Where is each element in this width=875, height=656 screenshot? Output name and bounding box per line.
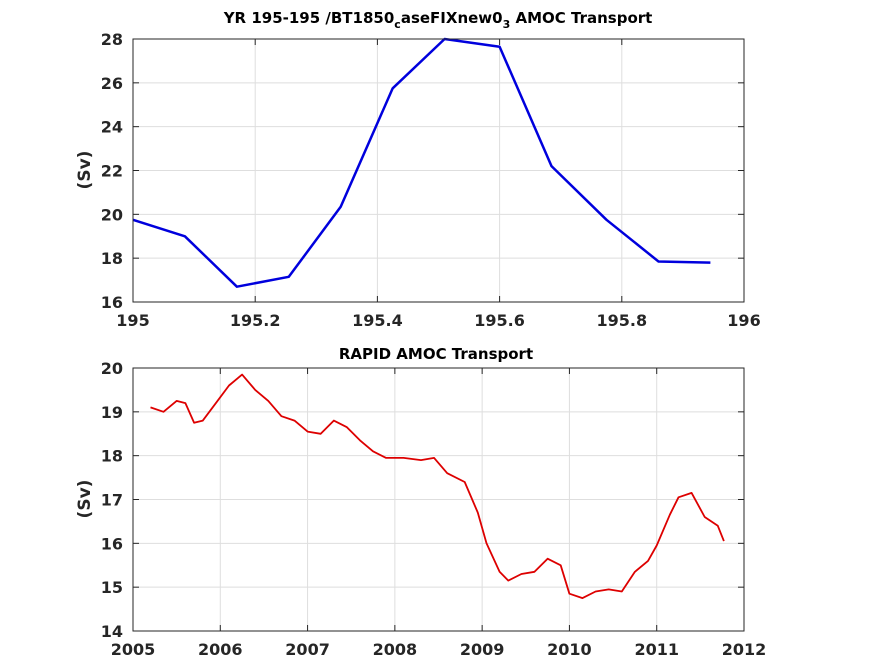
y-tick-label: 17: [101, 491, 123, 510]
rapid-amoc-panel: RAPID AMOC Transport (Sv) 2005 2006 2007 20…: [75, 345, 766, 656]
x-tick-label: 195.2: [230, 311, 281, 330]
x-tick-label: 195.8: [596, 311, 647, 330]
y-tick-label: 16: [101, 293, 123, 312]
y-tick-label: 28: [101, 30, 123, 49]
x-tick-label: 195.6: [474, 311, 525, 330]
series-line: [150, 373, 725, 599]
y-tick-label: 26: [101, 74, 123, 93]
x-tick-label: 2007: [285, 640, 330, 656]
y-tick-label: 19: [101, 403, 123, 422]
x-tick-label: 2011: [634, 640, 679, 656]
x-tick-label: 2009: [460, 640, 505, 656]
y-axis-label: (Sv): [75, 151, 95, 190]
x-tick-label: 2005: [111, 640, 156, 656]
panel-title: RAPID AMOC Transport: [339, 345, 533, 363]
y-tick-label: 15: [101, 578, 123, 597]
panel-title: YR 195-195 /BT1850caseFIXnew03 AMOC Tran…: [223, 9, 653, 31]
y-tick-label: 16: [101, 534, 123, 553]
series-line: [132, 37, 711, 288]
y-axis-label: (Sv): [75, 480, 95, 519]
model-amoc-panel: YR 195-195 /BT1850caseFIXnew03 AMOC Tran…: [75, 9, 761, 330]
x-tick-label: 195.4: [352, 311, 403, 330]
x-tick-label: 2006: [198, 640, 243, 656]
y-tick-label: 20: [101, 359, 123, 378]
x-tick-label: 195: [116, 311, 149, 330]
y-tick-label: 18: [101, 249, 123, 268]
y-tick-label: 22: [101, 162, 123, 181]
y-tick-label: 20: [101, 205, 123, 224]
x-tick-label: 196: [727, 311, 760, 330]
y-tick-label: 24: [101, 118, 123, 137]
x-tick-label: 2008: [373, 640, 418, 656]
y-tick-label: 14: [101, 622, 123, 641]
x-tick-label: 2012: [722, 640, 767, 656]
y-tick-label: 18: [101, 447, 123, 466]
x-tick-label: 2010: [547, 640, 592, 656]
